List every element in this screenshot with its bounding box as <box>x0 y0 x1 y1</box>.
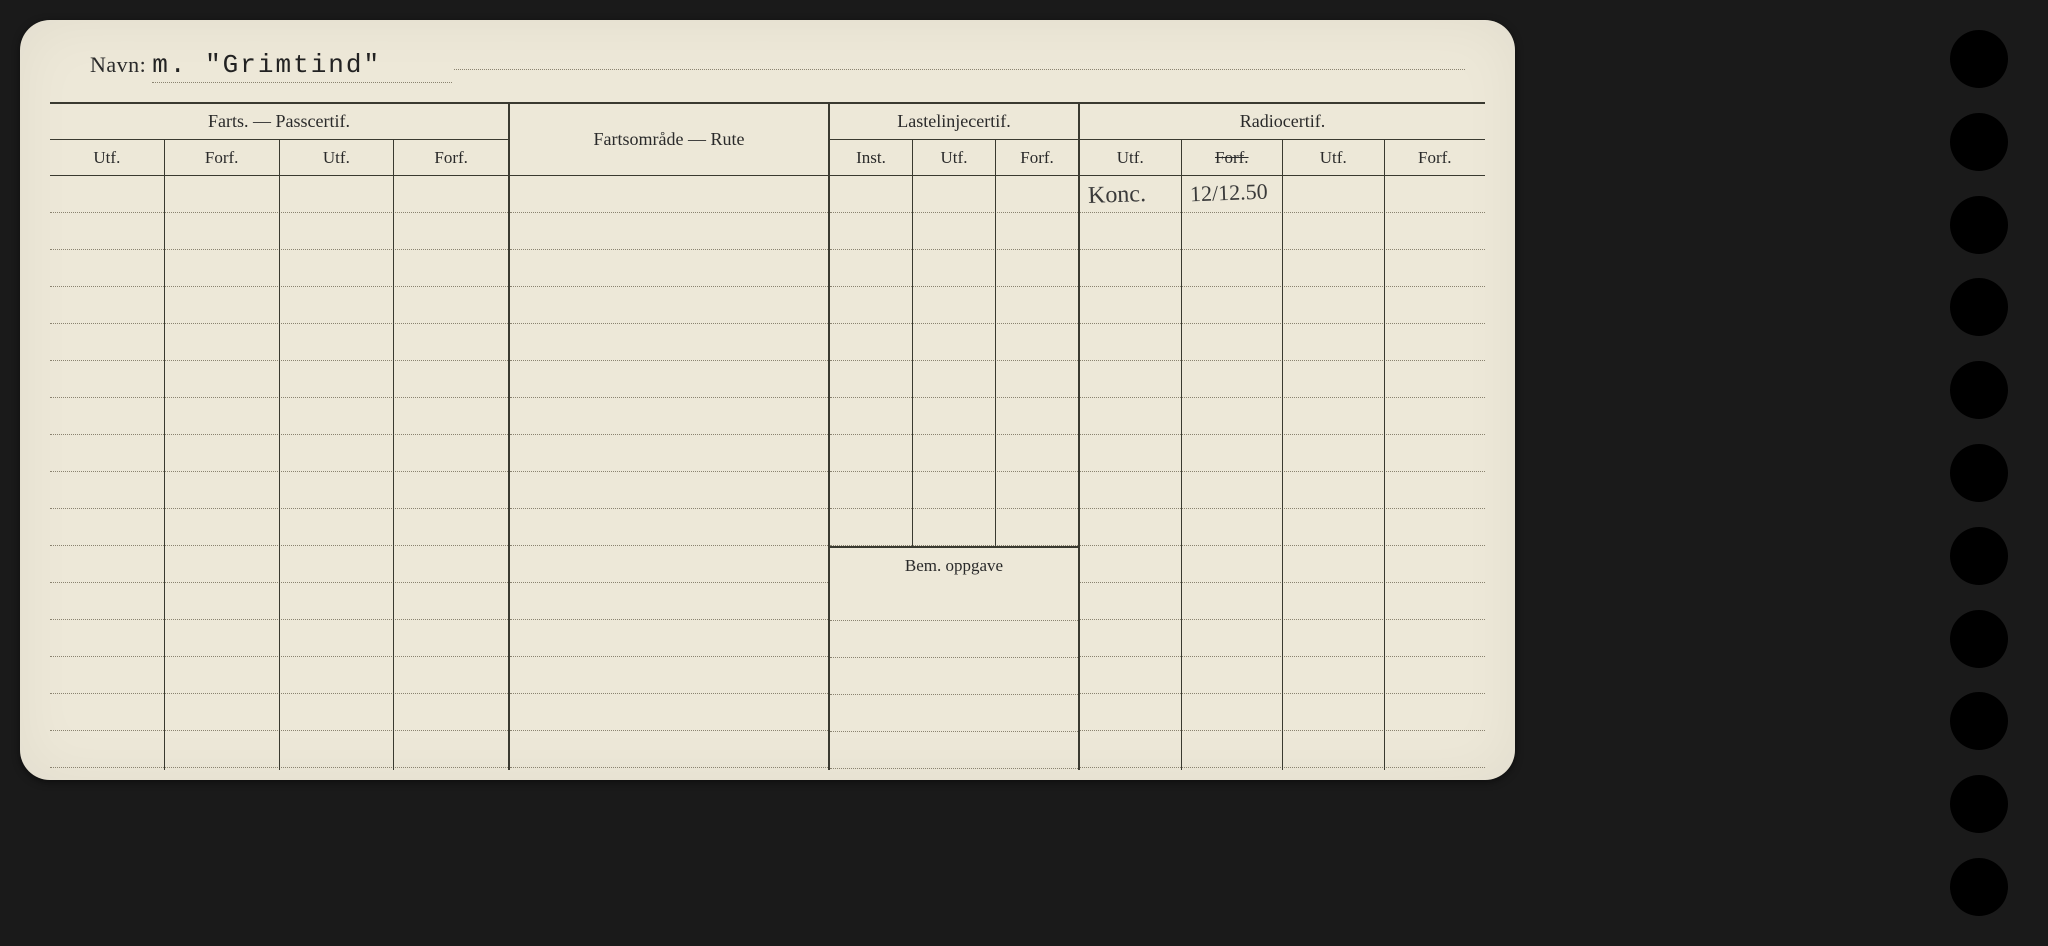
columns: Farts. — Passcertif. Utf. Forf. Utf. For… <box>50 104 1485 770</box>
scan-wrapper: Navn: m. "Grimtind" Farts. — Passcertif.… <box>10 10 2038 936</box>
laste-col-lines <box>830 176 1078 546</box>
binder-hole <box>1950 775 2008 833</box>
farts-col-1: Forf. <box>165 140 280 175</box>
bem-title: Bem. oppgave <box>830 548 1078 584</box>
table-row <box>830 732 1078 769</box>
laste-lower-body <box>830 584 1078 770</box>
rute-body <box>510 176 828 770</box>
name-row: Navn: m. "Grimtind" <box>20 20 1515 92</box>
table-row <box>510 287 828 324</box>
table-row <box>510 509 828 546</box>
radio-col-1: Forf. <box>1182 140 1284 175</box>
binder-hole <box>1950 196 2008 254</box>
binder-hole <box>1950 30 2008 88</box>
binder-hole <box>1950 610 2008 668</box>
table-row <box>830 658 1078 695</box>
farts-col-lines <box>50 176 508 770</box>
laste-subhead: Inst. Utf. Forf. <box>830 140 1078 176</box>
table-row <box>510 694 828 731</box>
radio-subhead: Utf. Forf. Utf. Forf. <box>1080 140 1485 176</box>
radio-col-lines <box>1080 176 1485 770</box>
laste-col-2: Forf. <box>996 140 1078 175</box>
binder-hole <box>1950 278 2008 336</box>
name-value: m. "Grimtind" <box>152 50 452 83</box>
section-laste: Lastelinjecertif. Inst. Utf. Forf. Bem. … <box>830 104 1080 770</box>
handwritten-date: 12/12.50 <box>1190 179 1268 208</box>
table-row <box>510 398 828 435</box>
rute-title: Fartsområde — Rute <box>510 104 828 176</box>
section-farts: Farts. — Passcertif. Utf. Forf. Utf. For… <box>50 104 510 770</box>
table-row <box>510 324 828 361</box>
farts-subhead: Utf. Forf. Utf. Forf. <box>50 140 508 176</box>
table-row <box>510 361 828 398</box>
radio-title: Radiocertif. <box>1080 104 1485 140</box>
section-radio: Radiocertif. Utf. Forf. Utf. Forf. Konc. <box>1080 104 1485 770</box>
farts-col-3: Forf. <box>394 140 508 175</box>
index-card: Navn: m. "Grimtind" Farts. — Passcertif.… <box>20 20 1515 780</box>
name-dotted-line <box>454 69 1465 70</box>
table-row <box>830 584 1078 621</box>
farts-col-0: Utf. <box>50 140 165 175</box>
farts-col-2: Utf. <box>280 140 395 175</box>
radio-body: Konc. 12/12.50 <box>1080 176 1485 770</box>
form-grid: Farts. — Passcertif. Utf. Forf. Utf. For… <box>50 102 1485 770</box>
binder-hole <box>1950 858 2008 916</box>
laste-col-0: Inst. <box>830 140 913 175</box>
name-label: Navn: <box>90 52 146 78</box>
binder-hole <box>1950 444 2008 502</box>
section-rute: Fartsområde — Rute <box>510 104 830 770</box>
binder-hole <box>1950 527 2008 585</box>
laste-upper-body <box>830 176 1078 546</box>
table-row <box>510 620 828 657</box>
laste-lower: Bem. oppgave <box>830 546 1078 584</box>
table-row <box>510 472 828 509</box>
table-row <box>510 435 828 472</box>
table-row <box>830 621 1078 658</box>
table-row <box>510 583 828 620</box>
radio-col-0: Utf. <box>1080 140 1182 175</box>
table-row <box>510 731 828 768</box>
table-row <box>510 176 828 213</box>
table-row <box>830 695 1078 732</box>
laste-col-1: Utf. <box>913 140 996 175</box>
laste-title: Lastelinjecertif. <box>830 104 1078 140</box>
farts-title: Farts. — Passcertif. <box>50 104 508 140</box>
table-row <box>510 546 828 583</box>
binder-holes <box>1950 30 2020 916</box>
binder-hole <box>1950 361 2008 419</box>
table-row <box>510 657 828 694</box>
handwritten-konc: Konc. <box>1088 181 1147 210</box>
farts-body <box>50 176 508 770</box>
binder-hole <box>1950 113 2008 171</box>
radio-col-3: Forf. <box>1385 140 1486 175</box>
binder-hole <box>1950 692 2008 750</box>
radio-col-2: Utf. <box>1283 140 1385 175</box>
table-row <box>510 213 828 250</box>
table-row <box>510 250 828 287</box>
